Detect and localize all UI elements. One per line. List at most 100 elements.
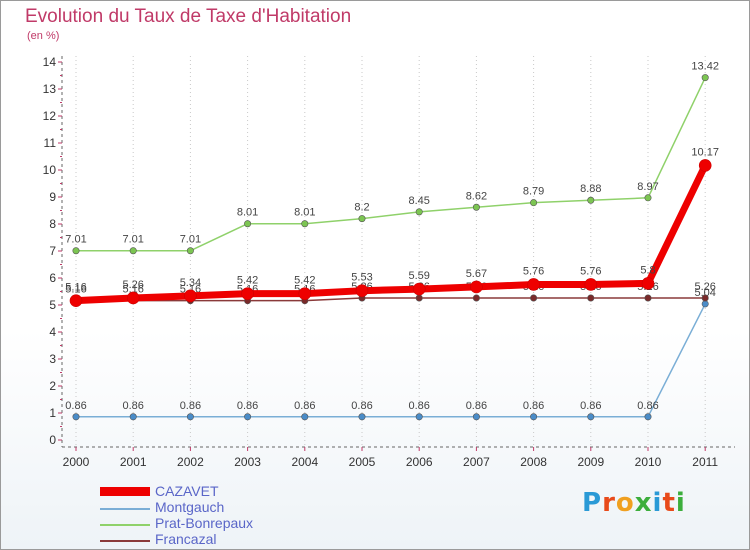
y-tick-label: 8	[49, 217, 56, 231]
data-point-montgauch	[358, 413, 366, 421]
data-label-montgauch: 0.86	[294, 400, 315, 412]
data-point-francazal	[701, 294, 709, 302]
data-point-montgauch	[701, 300, 709, 308]
unit-label: (en %)	[27, 30, 60, 42]
data-label-montgauch: 0.86	[122, 400, 143, 412]
data-point-francazal	[472, 294, 480, 302]
data-point-prat-bonrepaux	[358, 215, 366, 223]
data-label-prat-bonrepaux: 8.62	[466, 190, 487, 202]
x-tick-label: 2008	[520, 455, 547, 469]
data-label-francazal: 5.26	[694, 281, 715, 293]
data-label-prat-bonrepaux: 8.2	[354, 202, 369, 214]
data-point-cazavet	[470, 280, 483, 294]
data-point-prat-bonrepaux	[644, 194, 652, 202]
y-tick-label: 11	[44, 136, 57, 150]
data-label-cazavet: 5.26	[122, 279, 143, 291]
y-tick-label: 4	[49, 325, 56, 339]
data-label-cazavet: 5.59	[408, 270, 429, 282]
data-point-montgauch	[301, 413, 309, 421]
data-label-prat-bonrepaux: 8.79	[523, 186, 544, 198]
y-tick-label: 9	[49, 190, 56, 204]
data-label-cazavet: 10.17	[691, 146, 719, 158]
data-label-cazavet: 5.42	[294, 275, 315, 287]
data-label-montgauch: 0.86	[408, 400, 429, 412]
data-point-cazavet	[298, 287, 312, 300]
legend-label-francazal: Francazal	[155, 531, 217, 547]
series-line-cazavet	[72, 161, 709, 305]
data-point-montgauch	[72, 413, 80, 421]
legend-label-montgauch: Montgauch	[155, 499, 225, 515]
legend-swatch-prat-bonrepaux	[100, 524, 150, 526]
y-tick-label: 13	[43, 82, 57, 96]
data-label-prat-bonrepaux: 7.01	[65, 234, 86, 246]
data-label-prat-bonrepaux: 7.01	[180, 234, 201, 246]
logo-letter: x	[634, 488, 653, 518]
y-tick-label: 1	[49, 406, 56, 420]
data-label-montgauch: 0.86	[637, 400, 658, 412]
data-label-prat-bonrepaux: 8.97	[637, 181, 658, 193]
data-label-montgauch: 0.86	[523, 400, 544, 412]
data-label-cazavet: 5.42	[237, 275, 258, 287]
data-point-prat-bonrepaux	[72, 247, 80, 255]
data-label-cazavet: 5.16	[65, 282, 86, 294]
x-tick-label: 2011	[692, 455, 718, 469]
data-point-cazavet	[355, 284, 369, 297]
y-tick-label: 12	[43, 109, 57, 123]
data-point-montgauch	[587, 413, 595, 421]
legend-label-prat-bonrepaux: Prat-Bonrepaux	[155, 515, 254, 531]
chart-title: Evolution du Taux de Taxe d'Habitation	[25, 6, 352, 27]
data-label-prat-bonrepaux: 8.45	[408, 195, 429, 207]
x-tick-label: 2009	[577, 455, 604, 469]
x-tick-label: 2004	[291, 455, 318, 469]
data-label-cazavet: 5.67	[466, 268, 487, 280]
y-tick-label: 3	[49, 352, 56, 366]
data-point-cazavet	[126, 291, 140, 305]
data-label-prat-bonrepaux: 13.42	[691, 61, 719, 73]
x-tick-label: 2000	[63, 455, 90, 469]
logo-letter: r	[602, 488, 616, 518]
data-point-prat-bonrepaux	[129, 247, 137, 255]
data-point-prat-bonrepaux	[186, 247, 194, 255]
data-point-francazal	[530, 294, 538, 302]
data-point-prat-bonrepaux	[472, 203, 480, 211]
x-tick-label: 2003	[234, 455, 261, 469]
series-line-montgauch	[75, 303, 706, 418]
data-point-cazavet	[412, 282, 426, 296]
data-label-cazavet: 5.53	[351, 272, 372, 284]
data-point-cazavet	[698, 159, 712, 172]
x-tick-label: 2002	[177, 455, 204, 469]
proxiti-logo[interactable]: Proxiti	[582, 488, 686, 518]
data-label-prat-bonrepaux: 8.88	[580, 183, 601, 195]
y-tick-label: 5	[49, 298, 56, 312]
data-point-montgauch	[415, 413, 423, 421]
data-label-montgauch: 0.86	[180, 400, 201, 412]
y-tick-label: 10	[43, 163, 57, 177]
data-point-prat-bonrepaux	[530, 199, 538, 207]
data-point-francazal	[587, 294, 595, 302]
data-point-cazavet	[184, 289, 197, 303]
data-point-francazal	[644, 294, 652, 302]
y-tick-label: 14	[43, 55, 57, 69]
data-point-francazal	[415, 294, 423, 302]
logo-letter: i	[652, 488, 663, 518]
data-point-prat-bonrepaux	[701, 74, 709, 82]
x-tick-label: 2006	[406, 455, 433, 469]
data-point-prat-bonrepaux	[301, 220, 309, 228]
series-line-prat-bonrepaux	[75, 76, 706, 252]
data-point-cazavet	[584, 278, 598, 291]
y-tick-label: 7	[49, 244, 56, 258]
data-point-prat-bonrepaux	[415, 208, 423, 216]
data-label-montgauch: 0.86	[466, 400, 487, 412]
legend-swatch-montgauch	[100, 508, 150, 510]
data-point-cazavet	[527, 278, 540, 291]
x-tick-label: 2007	[463, 455, 490, 469]
data-label-montgauch: 0.86	[237, 400, 258, 412]
data-label-cazavet: 5.76	[580, 265, 601, 277]
data-point-montgauch	[530, 413, 538, 421]
legend-swatch-cazavet	[100, 487, 150, 496]
data-label-cazavet: 5.8	[640, 264, 655, 276]
data-point-prat-bonrepaux	[587, 196, 595, 204]
x-tick-label: 2005	[349, 455, 376, 469]
